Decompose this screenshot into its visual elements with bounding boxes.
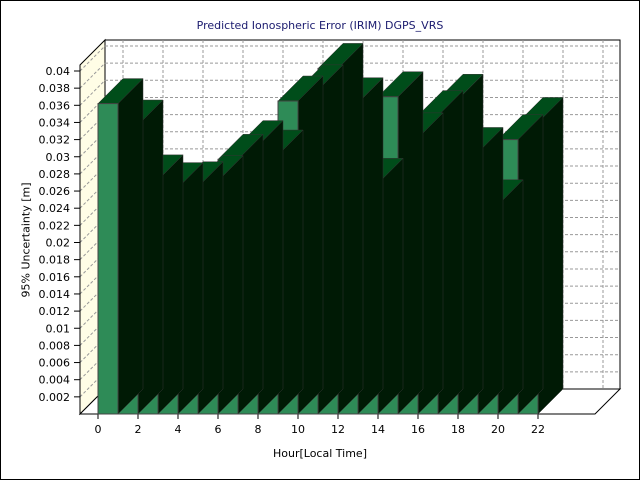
wall-gridline [79,199,106,226]
wall-gridline [79,62,106,89]
x-tick-label: 12 [331,423,345,436]
x-axis-label: Hour[Local Time] [272,447,367,460]
x-tick-label: 6 [215,423,222,436]
y-tick-label: 0.002 [39,391,71,404]
y-tick-label: 0.016 [39,271,71,284]
bar-0 [97,77,144,415]
wall-gridline [79,131,106,158]
y-tick-label: 0.006 [39,357,71,370]
wall-gridline [79,354,106,381]
x-tick-label: 20 [491,423,505,436]
x-tick-label: 10 [291,423,305,436]
y-tick-label: 0.04 [46,65,71,78]
wall-gridline [79,79,106,106]
y-tick-label: 0.026 [39,185,71,198]
y-tick-label: 0.022 [39,219,71,232]
wall-gridline [79,285,106,312]
bar-side [117,77,144,415]
y-tick-label: 0.034 [39,116,71,129]
wall-gridline [79,182,106,209]
wall-gridline [79,320,106,346]
x-tick-label: 8 [255,423,262,436]
bar-front [97,103,119,415]
y-tick-label: 0.01 [46,322,71,335]
y-tick-label: 0.03 [46,151,71,164]
y-tick-label: 0.014 [39,288,71,301]
wall-gridline [79,371,106,398]
y-tick-label: 0.028 [39,168,71,181]
y-tick-label: 0.036 [39,99,71,112]
y-tick-label: 0.004 [39,374,71,387]
wall-gridline [79,251,106,278]
x-tick-label: 0 [95,423,102,436]
wall-gridline [79,268,106,295]
wall-gridline [79,234,106,261]
y-tick-label: 0.018 [39,254,71,267]
wall-gridline [79,217,106,243]
x-tick-label: 18 [451,423,465,436]
chart-title: Predicted Ionospheric Error (IRIM) DGPS_… [196,19,444,32]
wall-gridline [79,148,106,175]
wall-gridline [79,45,106,72]
y-tick-label: 0.02 [46,237,71,250]
x-tick-label: 14 [371,423,385,436]
wall-gridline [79,97,106,123]
wall-gridline [79,165,106,192]
x-tick-label: 4 [175,423,182,436]
x-tick-label: 2 [135,423,142,436]
y-tick-label: 0.008 [39,339,71,352]
y-tick-label: 0.024 [39,202,71,215]
x-tick-label: 22 [531,423,545,436]
wall-gridline [79,337,106,363]
wall-gridline [79,302,106,329]
y-tick-label: 0.012 [39,305,71,318]
y-tick-label: 0.032 [39,134,71,147]
y-tick-label: 0.038 [39,82,71,95]
wall-gridline [79,114,106,140]
x-tick-label: 16 [411,423,425,436]
